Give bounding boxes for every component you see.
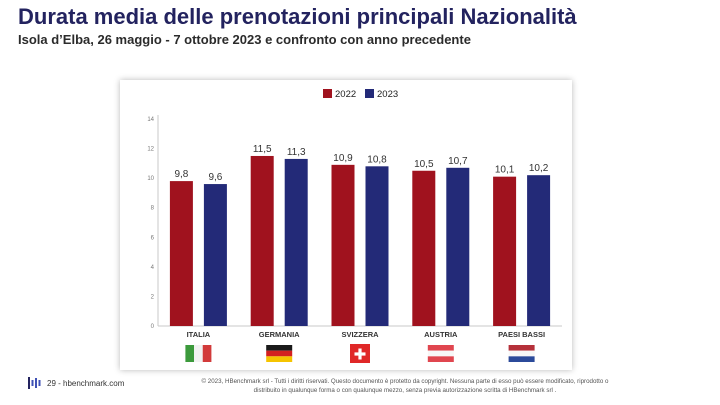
data-label: 11,3 — [287, 147, 306, 158]
data-label: 9,6 — [208, 172, 222, 183]
austria-flag — [427, 345, 454, 351]
data-label: 10,1 — [495, 165, 515, 176]
footer-copyright: © 2023, HBenchmark srl - Tutti i diritti… — [145, 377, 665, 395]
bar-2023 — [527, 175, 551, 326]
italy-flag — [202, 345, 212, 362]
data-label: 10,8 — [367, 154, 387, 165]
copyright-line-1: © 2023, HBenchmark srl - Tutti i diritti… — [201, 378, 609, 385]
bar-2023 — [446, 167, 470, 326]
netherlands-flag — [508, 350, 535, 357]
data-label: 10,9 — [333, 153, 353, 164]
italy-flag — [194, 345, 203, 362]
y-tick-label: 12 — [147, 147, 154, 153]
category-label: SVIZZERA — [341, 330, 379, 339]
y-tick-label: 6 — [151, 235, 155, 241]
bar-2022 — [331, 164, 355, 326]
legend-swatch — [323, 89, 332, 98]
category-label: AUSTRIA — [424, 330, 458, 339]
bar-2022 — [493, 176, 517, 326]
y-tick-label: 8 — [151, 206, 155, 212]
y-tick-label: 0 — [151, 324, 155, 330]
y-tick-label: 2 — [151, 294, 155, 300]
italy-flag — [185, 345, 195, 362]
legend-label: 2022 — [335, 89, 356, 100]
legend-label: 2023 — [377, 89, 398, 100]
data-label: 9,8 — [174, 169, 188, 180]
data-label: 10,7 — [448, 156, 468, 167]
bar-2022 — [412, 170, 436, 326]
page-subtitle: Isola d’Elba, 26 maggio - 7 ottobre 2023… — [18, 32, 471, 47]
y-tick-label: 14 — [147, 117, 154, 123]
netherlands-flag — [508, 345, 535, 351]
category-label: GERMANIA — [259, 330, 300, 339]
data-label: 10,5 — [414, 159, 434, 170]
y-tick-label: 10 — [147, 176, 154, 182]
bar-2023 — [365, 166, 389, 326]
austria-flag — [427, 356, 454, 362]
bar-2022 — [250, 155, 274, 326]
bar-2023 — [203, 184, 227, 326]
germany-flag — [266, 350, 293, 357]
copyright-line-2: distribuito in qualunque forma o con qua… — [253, 387, 557, 394]
bar-2022 — [169, 181, 193, 326]
germany-flag — [266, 356, 293, 362]
hbenchmark-logo-icon — [28, 377, 41, 389]
data-label: 10,2 — [529, 163, 549, 174]
category-label: ITALIA — [187, 330, 211, 339]
netherlands-flag — [508, 356, 535, 362]
austria-flag — [427, 350, 454, 357]
category-label: PAESI BASSI — [498, 330, 545, 339]
bar-2023 — [284, 158, 308, 326]
germany-flag — [266, 345, 293, 351]
data-label: 11,5 — [253, 144, 272, 155]
footer-page-number: 29 - hbenchmark.com — [47, 379, 125, 388]
y-tick-label: 4 — [151, 265, 155, 271]
legend-swatch — [365, 89, 374, 98]
page-title: Durata media delle prenotazioni principa… — [18, 4, 577, 29]
switzerland-flag — [354, 352, 366, 356]
